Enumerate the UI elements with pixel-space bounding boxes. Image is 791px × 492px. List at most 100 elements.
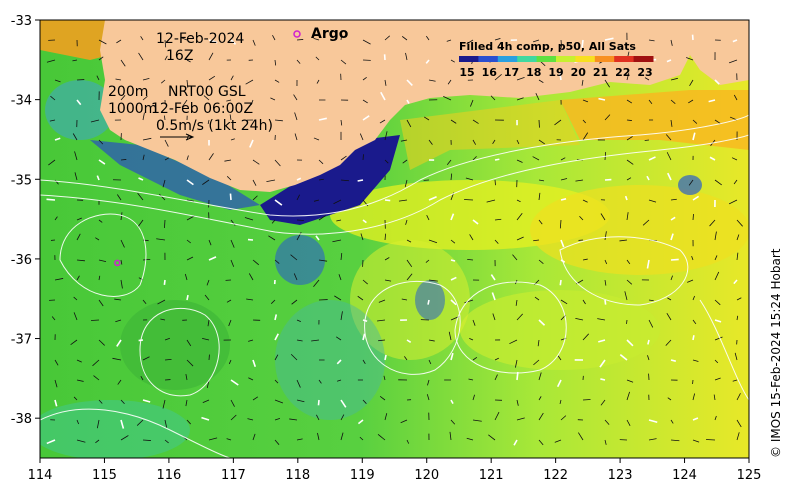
- current-vector: [667, 397, 672, 401]
- current-vector: [708, 99, 716, 103]
- current-vector: [731, 157, 738, 161]
- current-vector: [535, 92, 540, 101]
- current-vector: [202, 337, 210, 341]
- current-vector: [428, 195, 437, 201]
- contour-depths-label: 200m: [108, 84, 148, 100]
- eddy-contour: [699, 299, 749, 401]
- current-vector: [340, 119, 343, 126]
- current-vector: [332, 239, 342, 243]
- current-vector: [600, 213, 606, 221]
- current-vector: [230, 219, 236, 226]
- current-vector: [490, 95, 496, 101]
- current-vector: [532, 156, 540, 161]
- current-vector: [516, 159, 523, 163]
- current-vector: [76, 439, 86, 443]
- current-vector: [360, 233, 364, 241]
- current-vector: [248, 339, 254, 342]
- x-tick-label: 117: [221, 468, 246, 483]
- current-vector: [538, 372, 542, 381]
- y-tick-label: -37: [11, 333, 32, 348]
- current-vector: [450, 119, 457, 124]
- current-vector: [648, 319, 654, 328]
- current-vector: [293, 94, 298, 101]
- current-vector: [626, 259, 631, 265]
- current-vector: [515, 299, 518, 306]
- current-vector: [274, 314, 278, 321]
- current-vector: [472, 394, 475, 401]
- current-vector: [692, 393, 696, 401]
- current-vector: [163, 115, 166, 121]
- current-vector: [164, 39, 167, 48]
- current-vector: [336, 219, 342, 222]
- current-vector: [230, 399, 235, 407]
- plot-frame: [39, 19, 750, 459]
- current-vector: [581, 39, 584, 48]
- current-vector: [98, 259, 107, 263]
- current-vector: [120, 239, 125, 248]
- x-tick-label: 125: [737, 468, 762, 483]
- current-vector: [318, 178, 324, 181]
- current-vector: [450, 352, 454, 361]
- current-vector: [667, 297, 672, 301]
- current-vector: [665, 134, 672, 141]
- current-vector: [230, 259, 235, 267]
- current-vector: [207, 319, 210, 327]
- current-vector: [402, 159, 408, 164]
- current-time-label: 12-Feb 06:00Z: [151, 101, 253, 117]
- current-vector: [670, 198, 677, 201]
- current-vector: [290, 254, 298, 261]
- current-vector: [296, 59, 301, 64]
- current-vector: [554, 119, 562, 126]
- current-vector: [575, 179, 584, 182]
- current-vector: [186, 294, 189, 301]
- current-vector: [472, 156, 477, 161]
- current-vector: [604, 279, 607, 286]
- current-vector: [98, 399, 103, 404]
- current-vector: [76, 233, 81, 241]
- current-vector: [670, 258, 679, 261]
- current-vector: [472, 419, 482, 422]
- y-tick-label: -33: [11, 14, 32, 29]
- current-vector: [446, 159, 452, 165]
- current-vector: [252, 179, 257, 186]
- current-vector: [164, 419, 168, 428]
- current-vector: [185, 399, 188, 407]
- current-vector: [646, 259, 650, 269]
- current-vector: [428, 279, 438, 282]
- current-vector: [670, 119, 673, 127]
- current-vector: [95, 439, 100, 444]
- current-vector: [362, 219, 367, 224]
- current-vector: [692, 439, 700, 443]
- current-vector: [670, 419, 674, 424]
- colorbar-swatches: [459, 56, 654, 62]
- current-vector: [736, 432, 740, 441]
- contour-1000m: [40, 134, 749, 235]
- current-vector: [466, 437, 474, 441]
- current-vector: [164, 337, 170, 341]
- current-vector: [274, 399, 284, 404]
- current-vector: [670, 359, 677, 362]
- current-vector: [692, 295, 695, 301]
- current-vector: [384, 199, 391, 202]
- current-vector: [274, 119, 283, 122]
- current-vector: [472, 139, 477, 145]
- x-tick-label: 116: [156, 468, 181, 483]
- current-vector: [560, 239, 565, 248]
- colorbar-labels: 15 16 17 18 19 20 21 22 23: [459, 66, 652, 79]
- current-vector: [317, 399, 320, 406]
- current-vector: [70, 339, 78, 346]
- current-vector: [560, 178, 568, 181]
- current-vector: [624, 195, 628, 201]
- current-vector: [252, 359, 257, 368]
- current-vector: [54, 137, 61, 141]
- current-vector: [98, 299, 104, 307]
- argo-float-marker[interactable]: [114, 259, 121, 267]
- current-vector: [494, 73, 502, 81]
- credit-label: © IMOS 15-Feb-2024 15:24 Hobart: [769, 248, 783, 458]
- current-vector: [76, 379, 84, 382]
- eddy-contour: [59, 213, 147, 297]
- upwelling-strip: [260, 135, 400, 225]
- current-vector: [648, 199, 657, 203]
- current-vector: [76, 359, 82, 363]
